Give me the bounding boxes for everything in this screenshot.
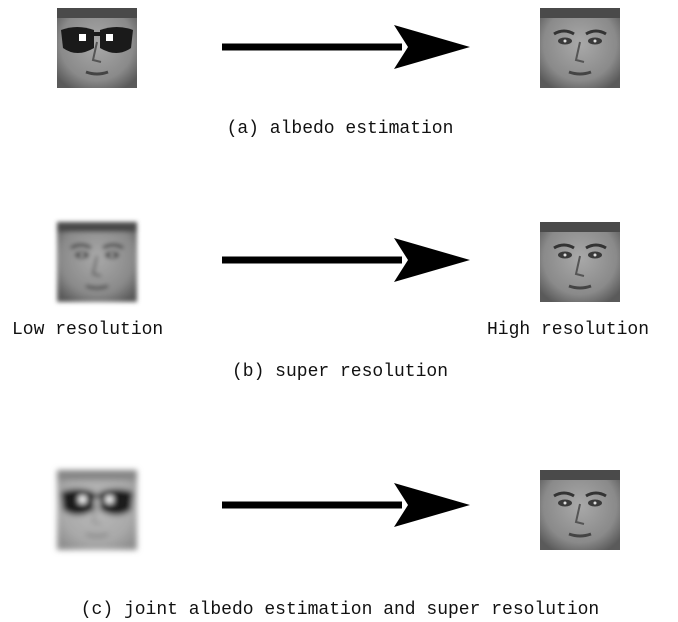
caption: (a) albedo estimation — [227, 119, 454, 139]
arrow — [222, 238, 470, 282]
caption: (c) joint albedo estimation and super re… — [81, 600, 599, 620]
face-output-c — [538, 468, 622, 552]
arrow — [222, 483, 470, 527]
face-output-a — [538, 6, 622, 90]
face-input-b — [55, 220, 139, 304]
face-input-c — [55, 468, 139, 552]
input-label: Low resolution — [12, 320, 163, 340]
arrow — [222, 25, 470, 69]
face-output-b — [538, 220, 622, 304]
caption: (b) super resolution — [232, 362, 448, 382]
output-label: High resolution — [487, 320, 649, 340]
face-input-a — [55, 6, 139, 90]
